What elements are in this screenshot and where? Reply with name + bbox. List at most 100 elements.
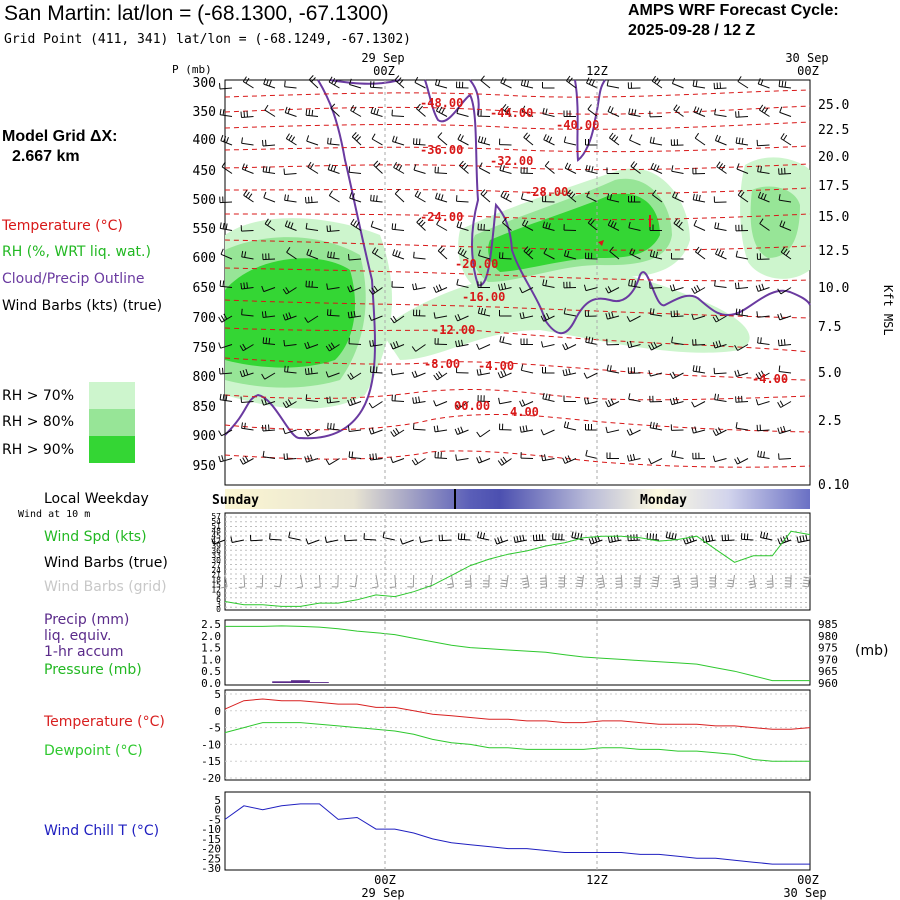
- wind-barb: [570, 193, 576, 199]
- wind-barb: [311, 77, 316, 83]
- wind-barb: [283, 168, 285, 175]
- wind-barb: [390, 456, 394, 463]
- wind-barb: [305, 197, 307, 204]
- wind-barb: [587, 222, 598, 231]
- wind-barb: [222, 109, 225, 116]
- wind-barb: [540, 315, 545, 322]
- wind-barb: [268, 424, 270, 431]
- wind-barb: [264, 223, 276, 231]
- legend-rh70-label: RH > 70%: [2, 388, 75, 404]
- wind-barb: [456, 344, 469, 348]
- wind-barb: [736, 427, 749, 431]
- wind-barb: [461, 162, 466, 168]
- wind-barb: [478, 255, 491, 260]
- wind-barb: [370, 112, 383, 117]
- wind-barb: [656, 79, 661, 85]
- wind-barb: [266, 79, 269, 86]
- temperature-label: Temperature (°C): [44, 714, 165, 730]
- wind-barb: [693, 106, 697, 113]
- precip-bar: [291, 680, 310, 683]
- wind-barb: [261, 399, 265, 406]
- wind-barb: [333, 165, 337, 172]
- wind-barb: [506, 107, 511, 114]
- grid-wind-barb: [726, 585, 733, 588]
- wind-barb: [376, 195, 378, 202]
- surface-wind-barb: [760, 531, 763, 538]
- y-tick-label: 0: [216, 605, 221, 614]
- wind-barb: [326, 283, 329, 290]
- wind-barb: [347, 311, 350, 318]
- y-tick-label: 9: [216, 590, 221, 599]
- wind-barb: [669, 285, 673, 292]
- wind-barb: [349, 287, 362, 293]
- wind-barb: [714, 285, 727, 288]
- wind-barb: [327, 230, 340, 232]
- wind-barb: [263, 197, 276, 203]
- wind-barb: [591, 166, 594, 173]
- wind-barb: [650, 313, 663, 317]
- wind-barb: [392, 315, 398, 322]
- wind-barb: [672, 372, 684, 380]
- t-label-3: -40.00: [556, 118, 599, 132]
- wind-barb: [631, 108, 634, 115]
- wind-barb: [712, 455, 716, 462]
- y-tick-label: 24: [211, 566, 221, 575]
- pressure-axis-title: P (mb): [172, 63, 212, 76]
- bottom-date-1: 29 Sep: [361, 886, 404, 900]
- wind-barb: [284, 429, 297, 435]
- wind-barb: [503, 369, 507, 376]
- kft-tick: 25.0: [818, 98, 849, 113]
- wind-barb: [263, 401, 276, 406]
- wind-barb: [349, 192, 353, 199]
- wind-barb: [349, 285, 354, 292]
- weekday-label: Local Weekday: [44, 491, 149, 507]
- wind-barb: [456, 221, 460, 228]
- wind-barb: [567, 163, 571, 170]
- wind-chill-label: Wind Chill T (°C): [44, 823, 160, 839]
- wind-barb: [737, 189, 743, 196]
- wind-barb: [263, 315, 276, 318]
- wind-barb: [671, 170, 684, 174]
- wind-barb: [696, 285, 701, 291]
- wind-barb: [650, 162, 654, 169]
- surface-wind-barb: [479, 532, 483, 539]
- wind-barb: [741, 309, 744, 316]
- wind-barb: [692, 80, 695, 87]
- wind-barb: [327, 143, 340, 146]
- wind-barb: [219, 83, 221, 90]
- wind-barb: [544, 165, 555, 174]
- wind-barb: [607, 429, 620, 434]
- wind-barb: [607, 399, 612, 406]
- wind-barb: [306, 228, 319, 231]
- wind-barb: [718, 340, 722, 347]
- wind-barb: [761, 283, 765, 290]
- kft-tick: 15.0: [818, 210, 849, 225]
- wind-barb: [634, 109, 637, 116]
- wind-barb: [375, 453, 377, 460]
- wind-barb: [330, 164, 334, 171]
- wind-barb: [284, 106, 288, 113]
- wind-barb: [695, 246, 700, 253]
- wind-barb: [441, 108, 445, 114]
- wind-barb: [779, 106, 783, 113]
- surface-wind-barb: [497, 537, 501, 544]
- wind-barb: [611, 134, 616, 140]
- grid-wind-barb: [652, 579, 659, 582]
- grid-wind-barb: [469, 574, 472, 588]
- wind-barb: [610, 220, 614, 227]
- wind-barb: [265, 337, 268, 344]
- wind-barb: [650, 372, 663, 377]
- legend-rh: RH (%, WRT liq. wat.): [2, 244, 151, 260]
- wind-barb: [502, 78, 507, 85]
- wind-barb: [309, 250, 313, 256]
- wind-barb: [500, 82, 512, 89]
- grid-wind-barb: [674, 586, 681, 589]
- wind-barb: [715, 140, 727, 146]
- wind-barb: [462, 250, 467, 257]
- y-tick-label: -15: [201, 755, 221, 768]
- surface-wind-barb: [211, 538, 215, 545]
- grid-wind-barb: [447, 583, 454, 586]
- surface-wind-barb: [574, 532, 577, 539]
- wind-barb: [369, 340, 372, 347]
- wind-barb: [629, 454, 633, 461]
